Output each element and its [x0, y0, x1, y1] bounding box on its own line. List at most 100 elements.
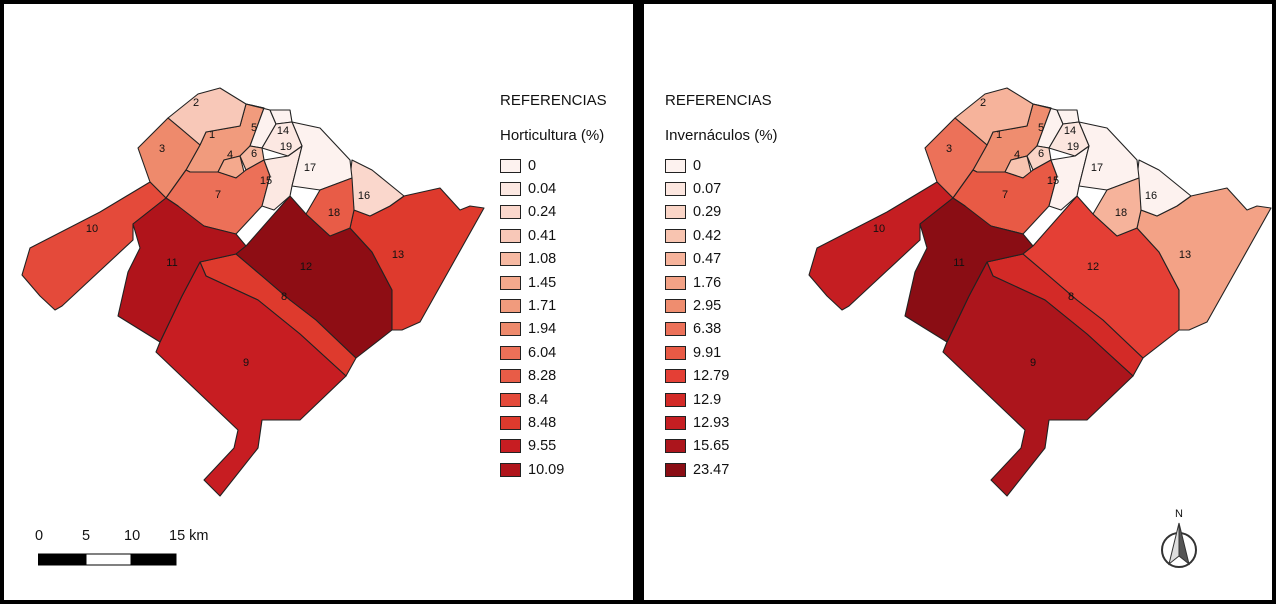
- legend-left: 0 0.04 0.24 0.41 1.08 1.45 1.71 1.94 6.04 8.28 8.4…: [500, 154, 564, 481]
- legend-left-swatch: [500, 439, 521, 454]
- legend-right-label: 6.38: [693, 321, 722, 338]
- legend-right-label: 2.95: [693, 298, 722, 315]
- legend-left-swatch: [500, 205, 521, 220]
- legend-left-label: 0.04: [528, 181, 557, 198]
- legend-right-label: 0.47: [693, 251, 722, 268]
- legend-right-row: 0.47: [665, 248, 729, 271]
- legend-right-row: 1.76: [665, 271, 729, 294]
- legend-right-row: 23.47: [665, 458, 729, 481]
- right-district-label-6: 6: [1038, 148, 1044, 160]
- legend-right-row: 2.95: [665, 294, 729, 317]
- legend-left-swatch: [500, 345, 521, 360]
- legend-left-row: 8.48: [500, 411, 564, 434]
- left-district-16: [349, 159, 405, 217]
- left-district-11: [117, 197, 247, 343]
- legend-subtitle-left: Horticultura (%): [500, 127, 605, 144]
- legend-right-row: 9.91: [665, 341, 729, 364]
- left-district-label-7: 7: [215, 189, 221, 201]
- legend-left-swatch: [500, 158, 521, 173]
- legend-left-label: 8.48: [528, 414, 557, 431]
- legend-right-swatch: [665, 182, 686, 197]
- left-district-label-13: 13: [392, 249, 404, 261]
- legend-right-swatch: [665, 439, 686, 454]
- legend-left-swatch: [500, 182, 521, 197]
- legend-right-row: 0.42: [665, 224, 729, 247]
- legend-right-label: 15.65: [693, 438, 730, 455]
- legend-right-swatch: [665, 205, 686, 220]
- legend-right-row: 6.38: [665, 318, 729, 341]
- right-district-label-9: 9: [1030, 357, 1036, 369]
- legend-left-swatch: [500, 228, 521, 243]
- legend-left-row: 9.55: [500, 435, 564, 458]
- legend-left-row: 6.04: [500, 341, 564, 364]
- left-district-label-18: 18: [328, 207, 340, 219]
- left-district-label-3: 3: [159, 143, 165, 155]
- legend-right-swatch: [665, 252, 686, 267]
- scale-label-15km: 15 km: [169, 528, 209, 544]
- legend-left-swatch: [500, 415, 521, 430]
- legend-left-label: 1.08: [528, 251, 557, 268]
- right-district-label-7: 7: [1002, 189, 1008, 201]
- legend-right-label: 0.42: [693, 227, 722, 244]
- legend-right-row: 12.9: [665, 388, 729, 411]
- right-district-label-14: 14: [1064, 125, 1076, 137]
- left-district-label-2: 2: [193, 97, 199, 109]
- left-district-label-12: 12: [300, 261, 312, 273]
- legend-left-label: 9.55: [528, 438, 557, 455]
- legend-left-label: 10.09: [528, 461, 565, 478]
- legend-left-row: 0.04: [500, 177, 564, 200]
- legend-right-swatch: [665, 322, 686, 337]
- legend-left-swatch: [500, 275, 521, 290]
- legend-left-row: 1.08: [500, 248, 564, 271]
- right-district-label-12: 12: [1087, 261, 1099, 273]
- legend-right-swatch: [665, 369, 686, 384]
- legend-left-swatch: [500, 369, 521, 384]
- legend-left-label: 0.24: [528, 204, 557, 221]
- right-district-label-16: 16: [1145, 190, 1157, 202]
- right-district-label-3: 3: [946, 143, 952, 155]
- left-district-label-16: 16: [358, 190, 370, 202]
- north-label: N: [1175, 508, 1183, 520]
- legend-right-row: 12.93: [665, 411, 729, 434]
- legend-left-label: 0.41: [528, 227, 557, 244]
- right-district-label-19: 19: [1067, 141, 1079, 153]
- legend-right-swatch: [665, 392, 686, 407]
- left-district-label-19: 19: [280, 141, 292, 153]
- legend-left-swatch: [500, 252, 521, 267]
- scale-bar-graphic: [38, 553, 177, 566]
- legend-right-row: 0.29: [665, 201, 729, 224]
- legend-left-label: 8.4: [528, 391, 549, 408]
- left-district-19: [261, 121, 303, 157]
- compass-icon: [1161, 522, 1197, 568]
- panel-divider: [633, 0, 644, 604]
- right-district-label-13: 13: [1179, 249, 1191, 261]
- right-district-label-11: 11: [953, 257, 964, 269]
- legend-right-swatch: [665, 275, 686, 290]
- scale-label-0: 0: [35, 528, 44, 544]
- scale-label-10: 10: [124, 528, 141, 544]
- legend-left-swatch: [500, 299, 521, 314]
- legend-right-swatch: [665, 299, 686, 314]
- legend-right-label: 0: [693, 157, 702, 174]
- legend-title-left: REFERENCIAS: [500, 92, 607, 109]
- scale-bar: 0 5 10 15 km: [30, 528, 240, 568]
- legend-subtitle-right: Invernáculos (%): [665, 127, 778, 144]
- right-district-label-8: 8: [1068, 291, 1074, 303]
- right-district-label-10: 10: [873, 223, 885, 235]
- legend-left-label: 1.45: [528, 274, 557, 291]
- right-district-9: [942, 261, 1134, 497]
- legend-right-row: 0: [665, 154, 729, 177]
- legend-right-label: 1.76: [693, 274, 722, 291]
- legend-right: 0 0.07 0.29 0.42 0.47 1.76 2.95 6.38 9.91 12.79 12…: [665, 154, 729, 481]
- legend-left-swatch: [500, 462, 521, 477]
- legend-left-row: 1.94: [500, 318, 564, 341]
- right-district-16: [1136, 159, 1192, 217]
- right-district-label-15: 15: [1047, 175, 1059, 187]
- legend-right-label: 12.9: [693, 391, 722, 408]
- right-district-6: [1026, 145, 1052, 171]
- legend-left-label: 6.04: [528, 344, 557, 361]
- legend-left-row: 0.41: [500, 224, 564, 247]
- legend-right-label: 12.93: [693, 414, 730, 431]
